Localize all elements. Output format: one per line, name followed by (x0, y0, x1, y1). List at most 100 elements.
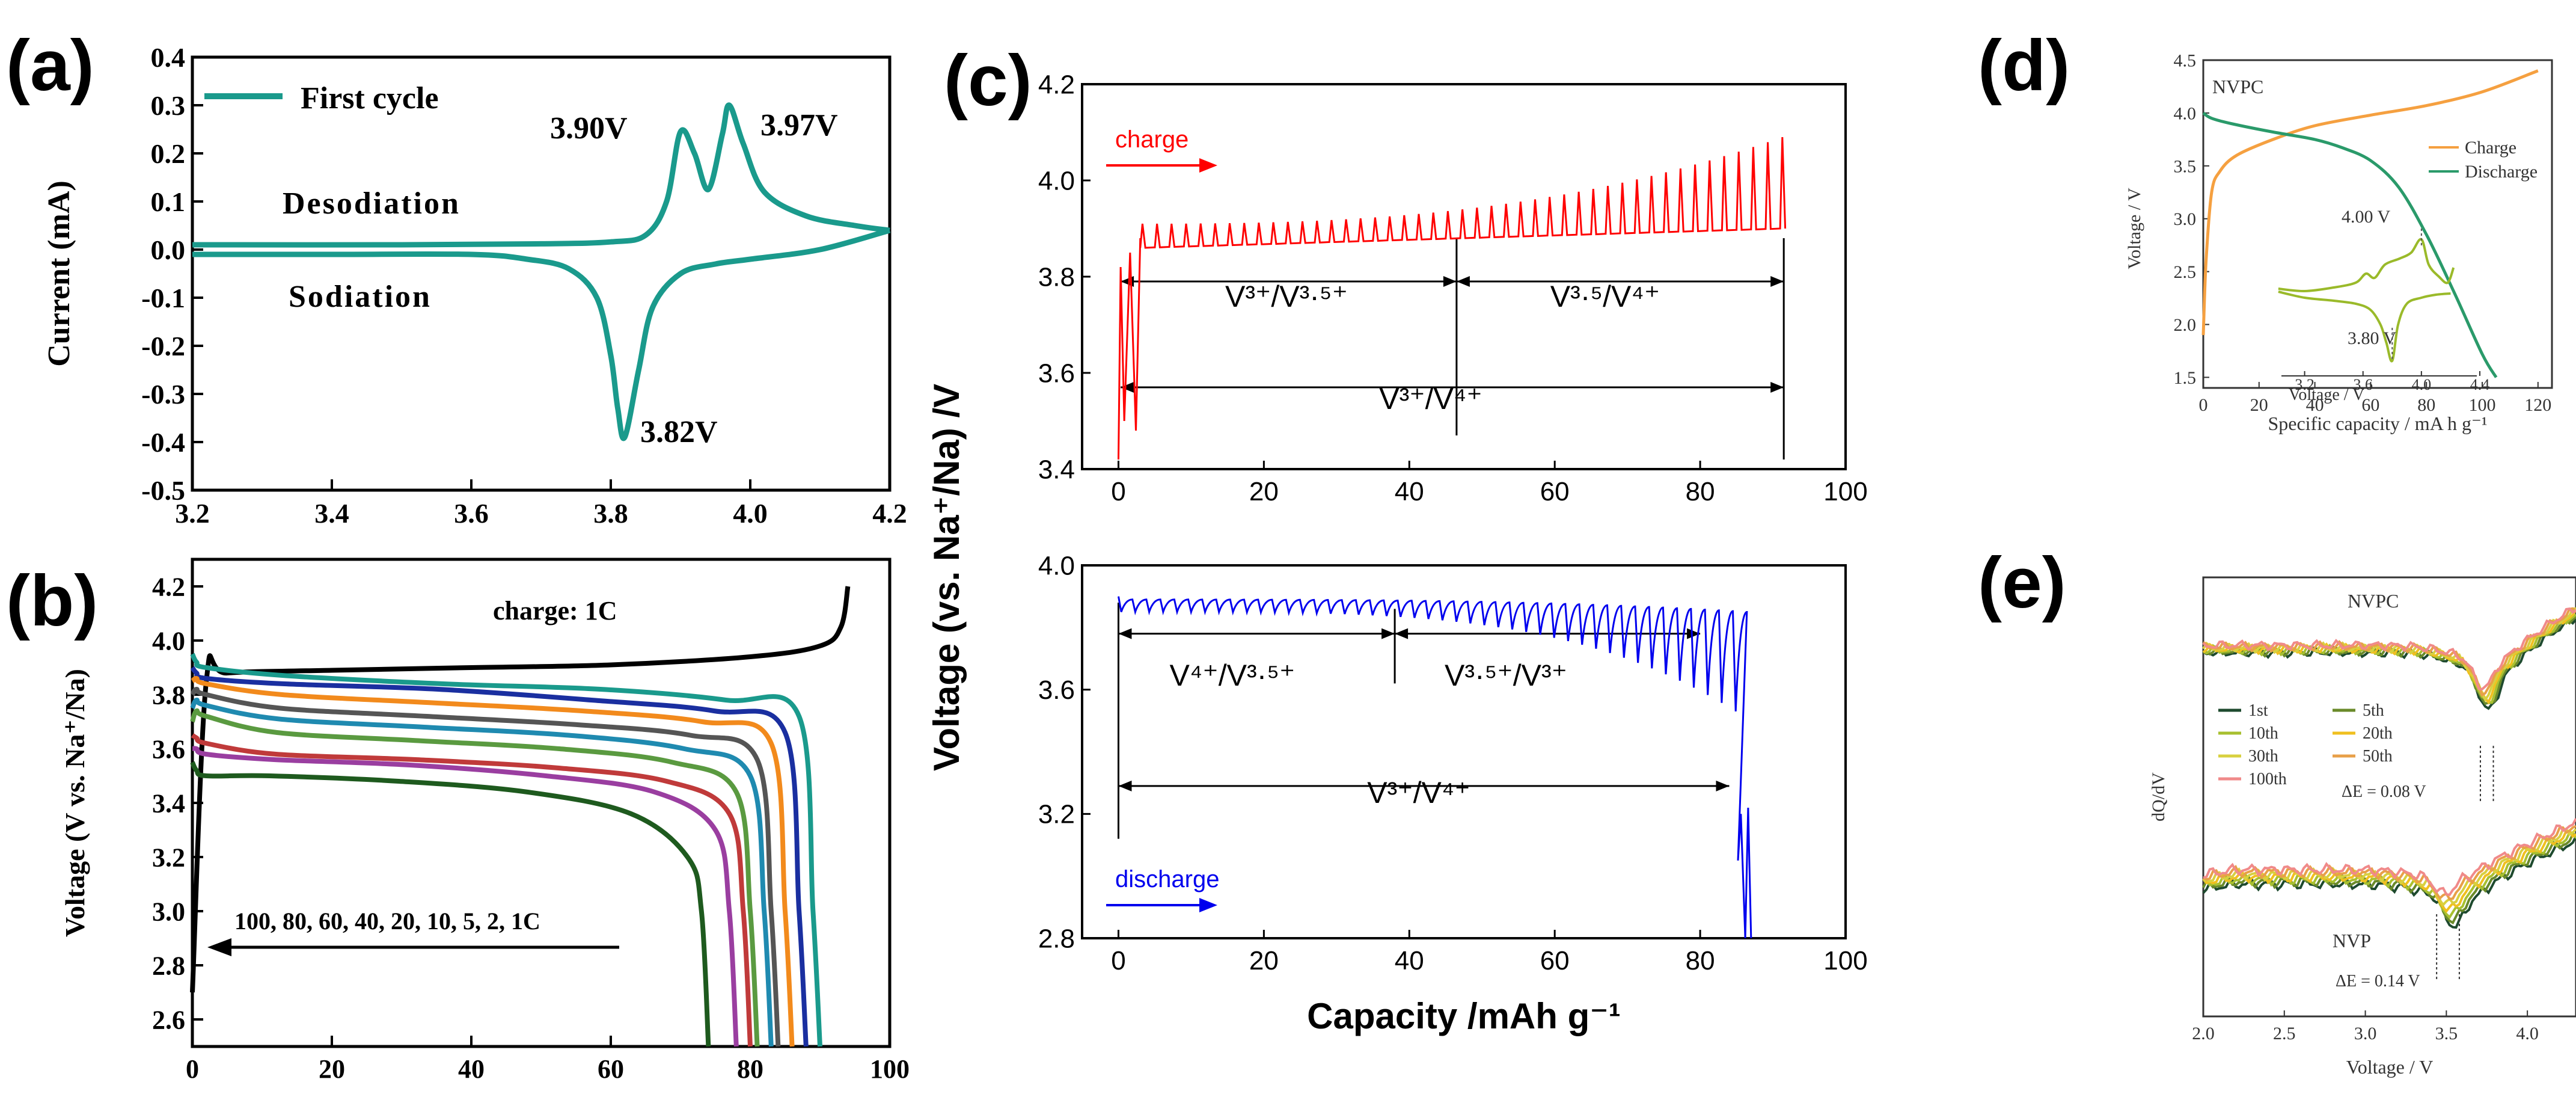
panel-d-xlabel: Specific capacity / mA h g⁻¹ (2268, 413, 2487, 434)
panel-d-frame (2202, 59, 2553, 389)
panel-c-label-v3-v35: V³⁺/V³·⁵⁺ (1225, 280, 1348, 313)
panel-d-inset-400: 4.00 V (2342, 207, 2390, 227)
panel-c-label-v35-v4: V³·⁵/V⁴⁺ (1550, 280, 1660, 313)
panel-c-discharge-label: discharge (1115, 866, 1219, 893)
panel-d-legend-charge: Charge (2465, 138, 2516, 158)
rate-curve-60C (191, 733, 753, 1047)
panel-b-rates-label: 100, 80, 60, 40, 20, 10, 5, 2, 1C (234, 908, 540, 935)
y-tick-label: 3.6 (1038, 675, 1075, 705)
panel-c-ylabel: Voltage (vs. Na⁺/Na) /V (926, 384, 967, 771)
rate-curve-5C (191, 675, 795, 1047)
rate-curve-20C (190, 697, 774, 1047)
x-tick-label: 40 (1395, 946, 1424, 976)
y-tick-label: 4.5 (2174, 51, 2197, 71)
panel-e: 2.0 2.5 3.0 3.5 4.0 dQ/dV Voltage / V NVPC N… (2149, 576, 2576, 1078)
legend-label-1st: 1st (2248, 701, 2268, 720)
rate-curve-10C (190, 687, 781, 1047)
y-tick-label: -0.1 (141, 283, 185, 313)
arrow-v35-v3-head-right (1687, 628, 1701, 639)
panel-a-sodiation: Sodiation (289, 280, 432, 314)
panel-c-label-v4-v35: V⁴⁺/V³·⁵⁺ (1170, 659, 1296, 692)
x-tick-label: 80 (737, 1054, 763, 1084)
x-tick-label: 20 (2250, 395, 2268, 415)
panel-label-b: (b) (6, 561, 98, 641)
panel-e-xlabel: Voltage / V (2346, 1056, 2434, 1078)
x-tick-label: 80 (2417, 395, 2435, 415)
panel-a-frame (191, 55, 892, 492)
y-tick-label: 3.0 (2174, 209, 2197, 229)
x-tick-label: 0 (2199, 395, 2208, 415)
y-tick-label: 3.4 (152, 788, 185, 818)
inset-reduction-curve (2278, 290, 2451, 363)
panel-a-curves (192, 102, 891, 441)
y-tick-label: 3.6 (152, 734, 185, 764)
arrow-v4-v35-head-right (1381, 628, 1395, 639)
y-tick-label: 2.5 (2174, 262, 2197, 282)
panel-a: 3.2 3.4 3.6 3.8 4.0 4.2 -0.5 -0.4 -0.3 -0.2 -0.1 0.… (42, 42, 907, 529)
panel-b: 0 20 40 60 80 1002.62.83.03.23.43.63.84.04.2 … (60, 558, 910, 1084)
panel-b-curves (190, 586, 851, 1047)
y-tick-label: 4.0 (2174, 103, 2197, 123)
y-tick-label: -0.4 (141, 427, 185, 458)
arrow-v3-v4-bottom-head-right (1716, 780, 1730, 791)
x-tick-label: 3.6 (454, 498, 489, 529)
dqdv-nvp-100th (2203, 818, 2576, 897)
panel-c-discharge-arrowhead (1199, 898, 1217, 912)
y-tick-label: 4.0 (152, 626, 185, 656)
panel-d-inset: 3.2 3.6 4.0 4.4 (2278, 229, 2489, 393)
inset-x-tick-label: 3.2 (2295, 376, 2314, 393)
x-tick-label: 3.4 (314, 498, 349, 529)
x-tick-label: 3.8 (593, 498, 628, 529)
x-tick-label: 60 (1540, 477, 1570, 506)
panel-c-top-curve (1117, 137, 1787, 460)
x-tick-label: 2.5 (2273, 1024, 2296, 1043)
y-tick-label: 3.2 (152, 843, 185, 872)
capacity-curve-charge (2201, 69, 2539, 336)
y-tick-label: 0.4 (151, 42, 186, 73)
x-tick-label: 100 (1823, 477, 1867, 506)
y-tick-label: 0.0 (151, 235, 186, 265)
x-tick-label: 120 (2524, 395, 2551, 415)
y-tick-label: 0.2 (151, 138, 186, 169)
panel-label-a: (a) (6, 25, 94, 106)
legend-label-100th: 100th (2248, 770, 2287, 788)
x-tick-label: 100 (2469, 395, 2496, 415)
y-tick-label: -0.3 (141, 379, 185, 410)
y-tick-label: -0.2 (141, 331, 185, 361)
panel-a-peak-382: 3.82V (640, 415, 718, 449)
x-tick-label: 0 (1111, 477, 1125, 506)
panel-c-bottom-curve (1118, 596, 1752, 939)
capacity-curve-discharge (2202, 111, 2498, 378)
inset-x-tick-label: 4.4 (2470, 376, 2490, 393)
y-tick-label: 1.5 (2174, 368, 2197, 388)
arrow-v3-v4-top-head-right (1770, 382, 1784, 393)
y-tick-label: 3.8 (1038, 262, 1075, 292)
inset-x-tick-label: 4.0 (2412, 376, 2432, 393)
rate-curve-80C (192, 746, 739, 1047)
x-tick-label: 100 (1823, 946, 1867, 976)
legend-label-10th: 10th (2248, 724, 2278, 743)
panel-c: 0 20 40 60 80 100 3.4 3.6 3.8 4.0 4.2 0 20 40 60 80 100 2… (926, 70, 1868, 1036)
arrow-v35-v3-head-left (1395, 628, 1409, 639)
x-tick-label: 100 (870, 1054, 910, 1084)
panel-e-ylabel: dQ/dV (2149, 772, 2168, 822)
x-tick-label: 40 (458, 1054, 485, 1084)
panel-d-legend-discharge: Discharge (2465, 162, 2538, 182)
y-tick-label: 3.5 (2174, 156, 2197, 176)
panel-e-ticks: 2.0 2.5 3.0 3.5 4.0 (2192, 1010, 2539, 1043)
panel-b-rates-arrowhead (207, 938, 231, 956)
legend-label-5th: 5th (2363, 701, 2384, 720)
y-tick-label: 3.2 (1038, 800, 1075, 829)
panel-e-de1: ΔE = 0.08 V (2342, 782, 2426, 801)
panel-e-nvpc: NVPC (2348, 590, 2399, 612)
y-tick-label: -0.5 (141, 475, 185, 506)
x-tick-label: 4.2 (872, 498, 907, 529)
y-tick-label: 2.8 (1038, 924, 1075, 953)
panel-c-bottom-frame (1081, 564, 1847, 939)
panel-b-ylabel: Voltage (V vs. Na⁺/Na) (60, 669, 90, 937)
dqdv-nvpc-100th (2202, 607, 2576, 691)
y-tick-label: 4.0 (1038, 166, 1075, 195)
x-tick-label: 0 (186, 1054, 199, 1084)
panel-b-frame (191, 558, 892, 1048)
